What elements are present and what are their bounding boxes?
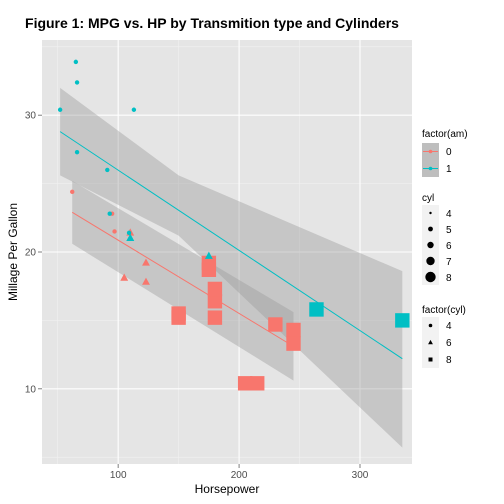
legend-key-size: [426, 256, 435, 266]
ribbon-am-1: [60, 87, 403, 448]
fit-lines: [59, 131, 403, 360]
x-tick-label: 100: [110, 470, 127, 481]
point-triangle: [126, 233, 135, 242]
legend-title-am: factor(am): [422, 129, 468, 140]
legend-label-am: 1: [446, 164, 452, 175]
legend-key-size: [427, 241, 434, 249]
y-axis-title: Millage Per Gallon: [6, 203, 20, 301]
legend: factor(am) 0 1 cyl 4 5 6 7 8 factor(cyl) 4 6 8: [422, 129, 468, 368]
point-square: [268, 317, 283, 332]
axis-ticks: 100 200 300 10 20 30: [25, 111, 369, 481]
point-square: [286, 322, 301, 338]
legend-label-cyl: 6: [446, 241, 452, 252]
chart-title: Figure 1: MPG vs. HP by Transmition type…: [25, 15, 399, 31]
point-triangle: [142, 277, 150, 285]
point-triangle: [204, 251, 213, 259]
point-square: [250, 376, 265, 391]
x-axis-title: Horsepower: [195, 482, 260, 496]
legend-key-size: [425, 271, 436, 283]
point-square: [395, 313, 410, 328]
y-tick-label: 10: [25, 384, 37, 395]
confidence-ribbons: [60, 87, 403, 448]
point-circle: [131, 107, 137, 112]
legend-label-cyl-factor: 8: [446, 355, 452, 366]
ribbon-am-0: [72, 180, 294, 381]
point-circle: [105, 167, 110, 173]
x-tick-label: 300: [352, 470, 369, 481]
y-tick-label: 30: [25, 111, 37, 122]
point-triangle: [142, 258, 150, 266]
point-circle: [73, 59, 79, 65]
point-circle: [74, 80, 80, 85]
legend-title-cyl-factor: factor(cyl): [422, 305, 466, 316]
point-circle: [70, 189, 75, 195]
point-square: [207, 310, 223, 325]
legend-shape-triangle: [428, 339, 433, 345]
legend-label-cyl-factor: 4: [446, 321, 452, 332]
legend-key-size: [428, 226, 433, 232]
legend-label-am: 0: [446, 147, 452, 158]
point-square: [207, 281, 223, 297]
point-square: [286, 336, 301, 351]
x-tick-label: 200: [231, 470, 248, 481]
legend-shape-circle: [428, 323, 433, 328]
legend-label-cyl: 5: [446, 225, 452, 236]
legend-shape-square: [428, 357, 433, 362]
point-square: [207, 294, 223, 309]
point-square: [201, 255, 217, 271]
fit-line-am-1: [59, 131, 403, 360]
fit-line-am-0: [71, 211, 294, 347]
point-square: [309, 302, 324, 317]
y-tick-label: 20: [25, 248, 37, 259]
legend-title-cyl: cyl: [422, 193, 434, 204]
point-triangle: [120, 273, 129, 281]
legend-label-cyl: 8: [446, 273, 452, 284]
legend-label-cyl: 7: [446, 257, 452, 268]
legend-key-point: [428, 166, 433, 171]
point-square: [171, 310, 186, 325]
data-points: [57, 59, 410, 391]
point-circle: [57, 107, 63, 112]
grid-lines: [42, 40, 412, 464]
point-circle: [112, 229, 117, 234]
point-circle: [126, 230, 132, 236]
point-square: [237, 376, 253, 391]
legend-label-cyl-factor: 6: [446, 338, 452, 349]
point-circle: [74, 149, 80, 155]
legend-key-point: [428, 149, 433, 154]
legend-label-cyl: 4: [446, 209, 452, 220]
point-circle: [107, 211, 112, 216]
legend-key-size: [429, 211, 432, 215]
